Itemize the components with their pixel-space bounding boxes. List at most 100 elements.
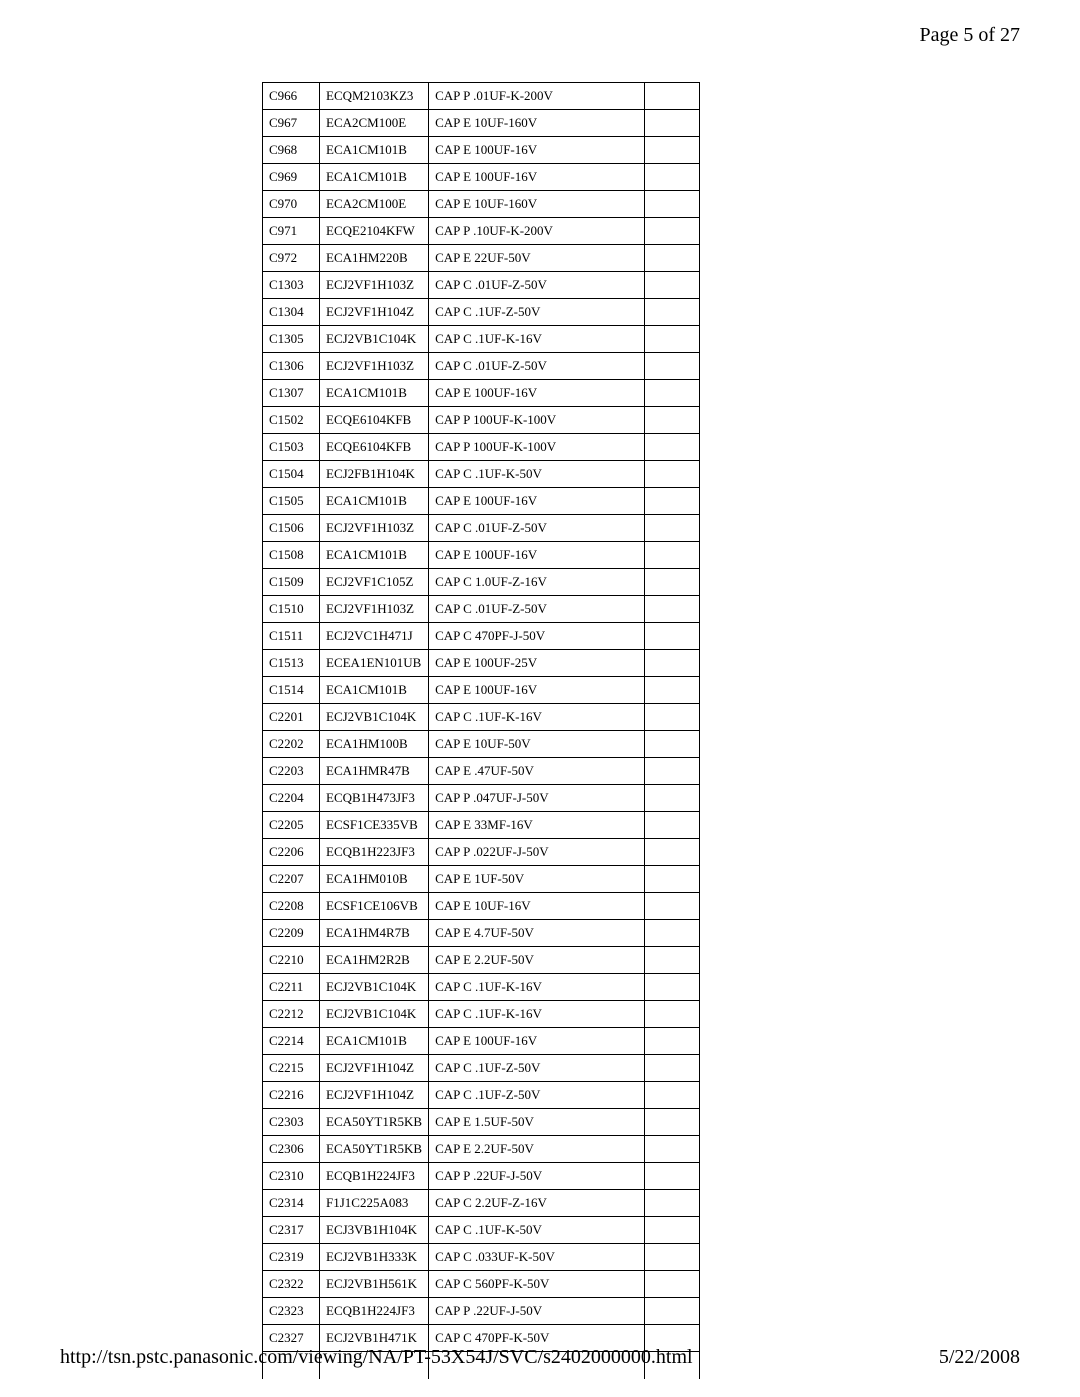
cell-ref: C1503 [263, 434, 320, 461]
table-row: C2215ECJ2VF1H104ZCAP C .1UF-Z-50V [263, 1055, 700, 1082]
cell-desc: CAP E 100UF-16V [429, 1028, 645, 1055]
cell-ref: C971 [263, 218, 320, 245]
cell-part: ECA1CM101B [320, 488, 429, 515]
cell-empty [645, 947, 700, 974]
cell-empty [645, 812, 700, 839]
cell-part: ECJ2VB1H561K [320, 1271, 429, 1298]
cell-ref: C2216 [263, 1082, 320, 1109]
table-row: C971ECQE2104KFWCAP P .10UF-K-200V [263, 218, 700, 245]
cell-empty [645, 1244, 700, 1271]
cell-part: ECA50YT1R5KB [320, 1136, 429, 1163]
cell-desc: CAP E 2.2UF-50V [429, 1136, 645, 1163]
cell-part: ECQB1H224JF3 [320, 1163, 429, 1190]
table-row: C2214ECA1CM101BCAP E 100UF-16V [263, 1028, 700, 1055]
cell-ref: C966 [263, 83, 320, 110]
cell-ref: C2319 [263, 1244, 320, 1271]
cell-part: ECQB1H473JF3 [320, 785, 429, 812]
table-row: C2211ECJ2VB1C104KCAP C .1UF-K-16V [263, 974, 700, 1001]
cell-desc: CAP E .47UF-50V [429, 758, 645, 785]
cell-ref: C1506 [263, 515, 320, 542]
cell-desc: CAP C .01UF-Z-50V [429, 515, 645, 542]
cell-desc: CAP P .22UF-J-50V [429, 1163, 645, 1190]
cell-part: ECA1HM4R7B [320, 920, 429, 947]
cell-ref: C2210 [263, 947, 320, 974]
table-row: C1505ECA1CM101BCAP E 100UF-16V [263, 488, 700, 515]
cell-desc: CAP C .1UF-Z-50V [429, 299, 645, 326]
cell-desc: CAP E 10UF-160V [429, 191, 645, 218]
cell-ref: C2208 [263, 893, 320, 920]
cell-part: ECA1HMR47B [320, 758, 429, 785]
cell-desc: CAP C .1UF-K-16V [429, 974, 645, 1001]
table-row: C2310ECQB1H224JF3CAP P .22UF-J-50V [263, 1163, 700, 1190]
cell-empty [645, 1136, 700, 1163]
cell-part: ECQE2104KFW [320, 218, 429, 245]
cell-part: ECA2CM100E [320, 191, 429, 218]
cell-empty [645, 920, 700, 947]
cell-part: F1J1C225A083 [320, 1190, 429, 1217]
table-row: C2212ECJ2VB1C104KCAP C .1UF-K-16V [263, 1001, 700, 1028]
cell-empty [645, 434, 700, 461]
cell-desc: CAP C .01UF-Z-50V [429, 353, 645, 380]
table-row: C972ECA1HM220BCAP E 22UF-50V [263, 245, 700, 272]
cell-ref: C1514 [263, 677, 320, 704]
table-row: C2204ECQB1H473JF3CAP P .047UF-J-50V [263, 785, 700, 812]
table-row: C1514ECA1CM101BCAP E 100UF-16V [263, 677, 700, 704]
cell-ref: C2317 [263, 1217, 320, 1244]
cell-desc: CAP P 100UF-K-100V [429, 434, 645, 461]
cell-empty [645, 1271, 700, 1298]
cell-empty [645, 353, 700, 380]
table-row: C1511ECJ2VC1H471JCAP C 470PF-J-50V [263, 623, 700, 650]
cell-part: ECJ2VB1C104K [320, 1001, 429, 1028]
cell-ref: C1306 [263, 353, 320, 380]
cell-desc: CAP C .1UF-K-50V [429, 461, 645, 488]
footer-date: 5/22/2008 [939, 1346, 1020, 1369]
cell-ref: C2207 [263, 866, 320, 893]
cell-part: ECA1HM220B [320, 245, 429, 272]
cell-part: ECQB1H224JF3 [320, 1298, 429, 1325]
cell-part: ECA1CM101B [320, 380, 429, 407]
page-number: Page 5 of 27 [919, 24, 1020, 47]
cell-ref: C969 [263, 164, 320, 191]
cell-ref: C2204 [263, 785, 320, 812]
cell-empty [645, 542, 700, 569]
cell-empty [645, 326, 700, 353]
cell-desc: CAP E 4.7UF-50V [429, 920, 645, 947]
cell-part: ECA1CM101B [320, 542, 429, 569]
cell-desc: CAP E 100UF-16V [429, 542, 645, 569]
cell-empty [645, 407, 700, 434]
cell-desc: CAP E 100UF-16V [429, 137, 645, 164]
cell-part: ECA1HM2R2B [320, 947, 429, 974]
cell-part: ECA50YT1R5KB [320, 1109, 429, 1136]
table-row: C1504ECJ2FB1H104KCAP C .1UF-K-50V [263, 461, 700, 488]
cell-desc: CAP C 470PF-J-50V [429, 623, 645, 650]
cell-ref: C2303 [263, 1109, 320, 1136]
table-row: C1306ECJ2VF1H103ZCAP C .01UF-Z-50V [263, 353, 700, 380]
cell-empty [645, 1082, 700, 1109]
cell-empty [645, 974, 700, 1001]
cell-part: ECSF1CE106VB [320, 893, 429, 920]
cell-empty [645, 758, 700, 785]
cell-empty [645, 1163, 700, 1190]
table-row: C2322ECJ2VB1H561KCAP C 560PF-K-50V [263, 1271, 700, 1298]
cell-ref: C1508 [263, 542, 320, 569]
cell-desc: CAP C .033UF-K-50V [429, 1244, 645, 1271]
cell-ref: C967 [263, 110, 320, 137]
cell-ref: C1510 [263, 596, 320, 623]
cell-ref: C2205 [263, 812, 320, 839]
cell-desc: CAP E 22UF-50V [429, 245, 645, 272]
cell-desc: CAP C 2.2UF-Z-16V [429, 1190, 645, 1217]
cell-empty [645, 1190, 700, 1217]
cell-empty [645, 1001, 700, 1028]
table-row: C2303ECA50YT1R5KBCAP E 1.5UF-50V [263, 1109, 700, 1136]
cell-desc: CAP C .1UF-K-16V [429, 326, 645, 353]
cell-part: ECJ2VF1H103Z [320, 515, 429, 542]
cell-desc: CAP E 100UF-25V [429, 650, 645, 677]
cell-part: ECA1HM010B [320, 866, 429, 893]
cell-ref: C1304 [263, 299, 320, 326]
cell-empty [645, 245, 700, 272]
cell-part: ECQE6104KFB [320, 407, 429, 434]
cell-part: ECJ2VF1H103Z [320, 596, 429, 623]
cell-part: ECJ2VF1H104Z [320, 1055, 429, 1082]
cell-empty [645, 218, 700, 245]
table-row: C2206ECQB1H223JF3CAP P .022UF-J-50V [263, 839, 700, 866]
